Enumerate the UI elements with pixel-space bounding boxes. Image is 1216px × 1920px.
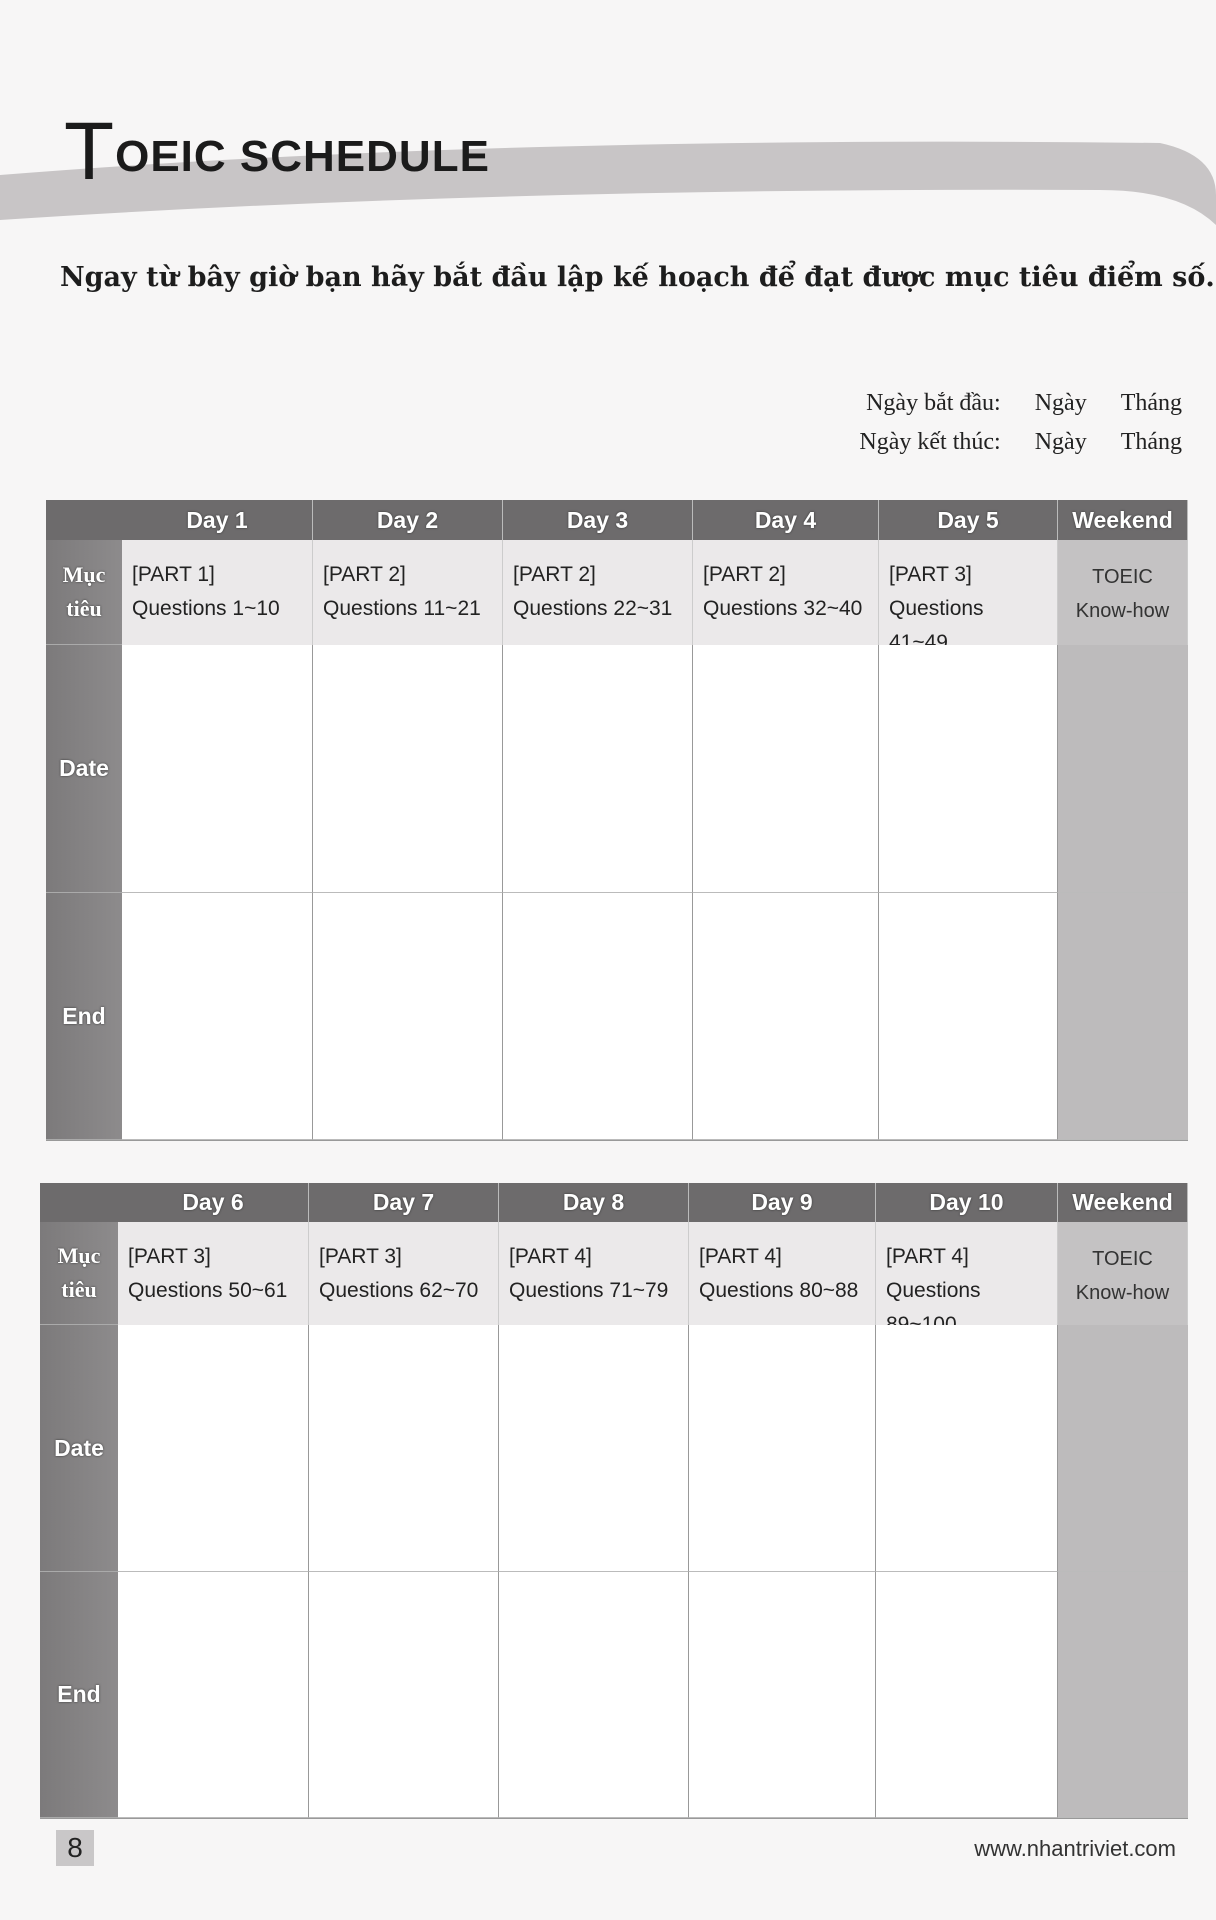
day-header: Day 4	[693, 500, 879, 540]
date-cell[interactable]	[693, 645, 879, 893]
date-cell[interactable]	[313, 645, 503, 893]
row-label-goal: Mục tiêu	[46, 540, 122, 645]
questions-label: Questions 1~10	[132, 597, 280, 620]
questions-label: Know-how	[1075, 1282, 1170, 1304]
day-header: Day 6	[118, 1183, 309, 1222]
goal-cell-text[interactable]: [PART 3] Questions 62~70	[309, 1222, 499, 1325]
start-day-field: Ngày	[1034, 390, 1087, 416]
day-header: Weekend	[1058, 500, 1188, 540]
end-cell[interactable]	[309, 1572, 499, 1818]
date-cell[interactable]	[503, 645, 693, 893]
date-cell[interactable]	[879, 645, 1058, 893]
end-cell[interactable]	[118, 1572, 309, 1818]
questions-label: Questions 22~31	[513, 597, 673, 620]
part-label: [PART 4]	[699, 1245, 782, 1268]
goal-cell-text[interactable]: [PART 1] Questions 1~10	[122, 540, 313, 645]
day-header: Day 9	[689, 1183, 876, 1222]
end-cell[interactable]	[1058, 893, 1188, 1140]
end-month-field: Tháng	[1120, 429, 1182, 455]
date-cell[interactable]	[118, 1325, 309, 1572]
goal-cell-text[interactable]: TOEIC Know-how	[1058, 1222, 1188, 1325]
questions-label: Questions 50~61	[128, 1279, 288, 1302]
day-header: Day 10	[876, 1183, 1058, 1222]
questions-label: Questions 80~88	[699, 1279, 859, 1302]
day-header: Day 5	[879, 500, 1058, 540]
schedule-table-2: Day 6 Day 7 Day 8 Day 9 Day 10 Weekend Mục tiêu…	[40, 1183, 1188, 1819]
start-date-label: Ngày bắt đầu:	[866, 390, 1001, 416]
end-cell[interactable]	[503, 893, 693, 1140]
goal-cell-text[interactable]: [PART 2] Questions 22~31	[503, 540, 693, 645]
end-cell[interactable]	[693, 893, 879, 1140]
goal-cell-text[interactable]: [PART 3] Questions 41~49	[879, 540, 1058, 654]
start-month-field: Tháng	[1120, 390, 1182, 416]
end-cell[interactable]	[879, 893, 1058, 1140]
end-cell[interactable]	[876, 1572, 1058, 1818]
day-header: Day 3	[503, 500, 693, 540]
end-day-field: Ngày	[1034, 429, 1087, 455]
schedule-table-1: Day 1 Day 2 Day 3 Day 4 Day 5 Weekend Mục tiêu […	[46, 500, 1188, 1141]
questions-label: Questions 62~70	[319, 1279, 479, 1302]
part-label: TOEIC	[1092, 1248, 1153, 1270]
day-header: Day 2	[313, 500, 503, 540]
row-label-date: Date	[46, 645, 122, 893]
header-corner	[40, 1183, 118, 1222]
intro-text: Ngay từ bây giờ bạn hãy bắt đầu lập kế h…	[60, 262, 1215, 293]
goal-cell-text[interactable]: [PART 2] Questions 32~40	[693, 540, 879, 645]
date-cell[interactable]	[689, 1325, 876, 1572]
date-cell[interactable]	[1058, 645, 1188, 893]
questions-label: Questions 32~40	[703, 597, 863, 620]
date-cell[interactable]	[499, 1325, 689, 1572]
part-label: [PART 3]	[319, 1245, 402, 1268]
end-cell[interactable]	[1058, 1572, 1188, 1818]
page-title: TOEIC SCHEDULE	[64, 106, 490, 197]
website-url: www.nhantriviet.com	[974, 1836, 1176, 1861]
goal-cell-text[interactable]: [PART 3] Questions 50~61	[118, 1222, 309, 1325]
row-label-date: Date	[40, 1325, 118, 1572]
date-cell[interactable]	[309, 1325, 499, 1572]
date-cell[interactable]	[1058, 1325, 1188, 1572]
end-cell[interactable]	[689, 1572, 876, 1818]
goal-cell-text[interactable]: [PART 4] Questions 71~79	[499, 1222, 689, 1325]
day-header: Day 8	[499, 1183, 689, 1222]
header-corner	[46, 500, 122, 540]
date-range: Ngày bắt đầu: Ngày Tháng Ngày kết thúc: Ngà…	[859, 390, 1182, 468]
row-label-end: End	[46, 893, 122, 1140]
part-label: [PART 1]	[132, 563, 215, 586]
part-label: [PART 2]	[703, 563, 786, 586]
part-label: [PART 2]	[323, 563, 406, 586]
row-label-end: End	[40, 1572, 118, 1818]
questions-label: Questions 11~21	[323, 597, 481, 620]
part-label: [PART 4]	[509, 1245, 592, 1268]
questions-label: Questions 71~79	[509, 1279, 669, 1302]
title-band	[0, 141, 1216, 225]
part-label: [PART 3]	[889, 563, 972, 586]
goal-cell-text[interactable]: [PART 4]Questions 89~100	[876, 1222, 1058, 1336]
goal-cell-text[interactable]: [PART 2] Questions 11~21	[313, 540, 503, 645]
part-label: [PART 4]	[886, 1245, 969, 1268]
goal-label-1: Mục	[62, 562, 106, 587]
goal-cell-text[interactable]: [PART 4] Questions 80~88	[689, 1222, 876, 1325]
end-date-label: Ngày kết thúc:	[859, 429, 1001, 455]
date-cell[interactable]	[876, 1325, 1058, 1572]
day-header: Day 7	[309, 1183, 499, 1222]
page-number: 8	[56, 1830, 94, 1866]
end-cell[interactable]	[122, 893, 313, 1140]
end-cell[interactable]	[313, 893, 503, 1140]
end-cell[interactable]	[499, 1572, 689, 1818]
goal-label-2: tiêu	[61, 1277, 97, 1302]
part-label: [PART 2]	[513, 563, 596, 586]
questions-label: Know-how	[1075, 600, 1170, 622]
goal-label-1: Mục	[57, 1243, 101, 1268]
part-label: [PART 3]	[128, 1245, 211, 1268]
goal-cell-text[interactable]: TOEIC Know-how	[1058, 540, 1188, 645]
goal-label-2: tiêu	[66, 596, 102, 621]
date-cell[interactable]	[122, 645, 313, 893]
day-header: Day 1	[122, 500, 313, 540]
row-label-goal: Mục tiêu	[40, 1222, 118, 1325]
day-header: Weekend	[1058, 1183, 1188, 1222]
part-label: TOEIC	[1092, 566, 1153, 588]
